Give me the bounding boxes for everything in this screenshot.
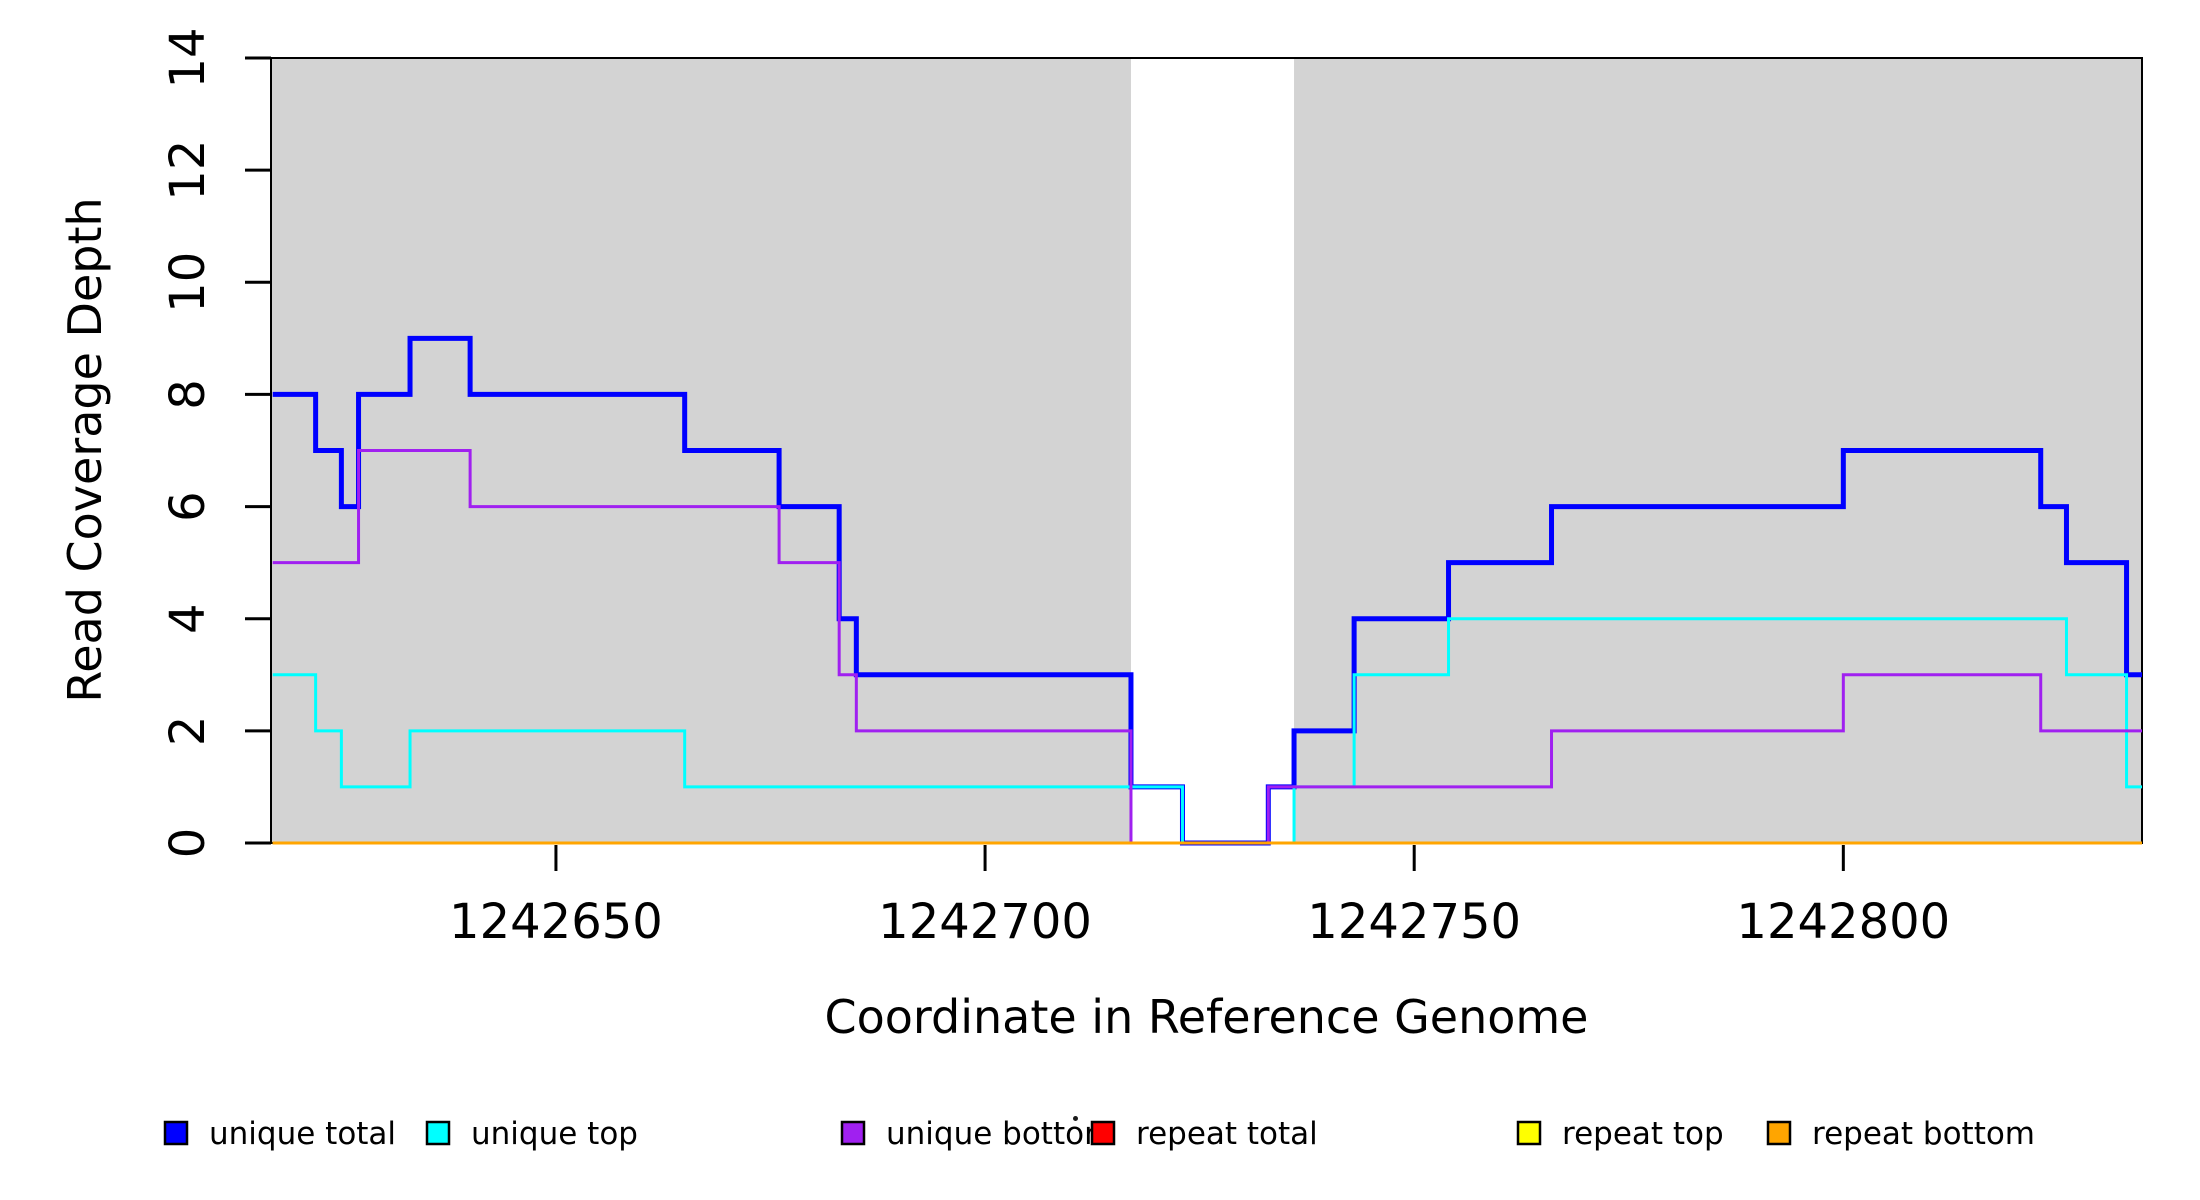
y-tick-label: 14: [160, 27, 216, 88]
y-tick-label: 6: [160, 491, 216, 522]
x-tick-label: 1242750: [1307, 894, 1521, 950]
x-tick-label: 1242700: [878, 894, 1092, 950]
y-tick-label: 4: [160, 603, 216, 634]
x-tick-label: 1242800: [1736, 894, 1950, 950]
series-line-unique-bottom: [272, 449, 2142, 845]
legend-swatch-unique-top: [425, 1120, 451, 1146]
y-tick-label: 12: [160, 140, 216, 201]
y-tick-label: 2: [160, 716, 216, 747]
y-tick-label: 8: [160, 379, 216, 410]
y-tick-label: 0: [160, 828, 216, 859]
legend-label-repeat-bottom: repeat bottom: [1812, 1116, 2035, 1152]
stray-dot-artifact: [1073, 1116, 1078, 1121]
legend-label-repeat-top: repeat top: [1562, 1116, 1724, 1152]
x-axis-title: Coordinate in Reference Genome: [824, 990, 1589, 1044]
legend-swatch-repeat-bottom: [1766, 1120, 1792, 1146]
legend-label-unique-top: unique top: [471, 1116, 638, 1152]
legend-label-unique-bottom: unique bottom: [886, 1116, 1114, 1152]
legend-swatch-repeat-top: [1516, 1120, 1542, 1146]
y-axis-title: Read Coverage Depth: [58, 197, 112, 703]
y-tick-label: 10: [160, 252, 216, 313]
legend-swatch-unique-bottom: [840, 1120, 866, 1146]
legend-label-repeat-total: repeat total: [1136, 1116, 1318, 1152]
legend-swatch-repeat-total: [1090, 1120, 1116, 1146]
x-tick-label: 1242650: [449, 894, 663, 950]
legend-swatch-unique-total: [163, 1120, 189, 1146]
legend-label-unique-total: unique total: [209, 1116, 396, 1152]
